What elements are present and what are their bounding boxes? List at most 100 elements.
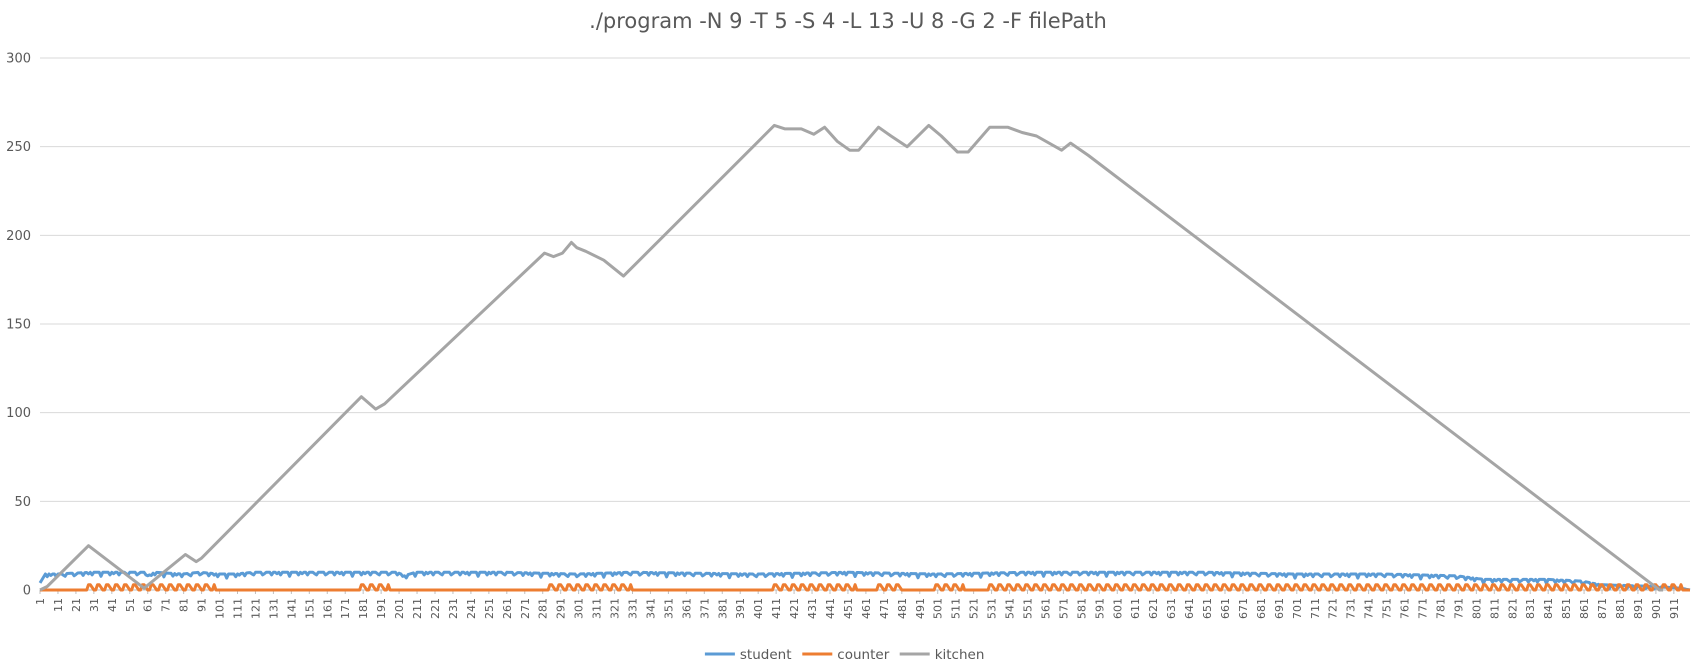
x-axis-ticks: 1 11 21 31 41 51 61 71 81 91 101 111 121 131 141 151 161… [34, 590, 1681, 619]
x-tick-label: 681 [1255, 598, 1268, 619]
x-tick-label: 121 [249, 598, 262, 619]
x-tick-label: 651 [1201, 598, 1214, 619]
legend-label-counter: counter [837, 647, 889, 663]
x-tick-label: 661 [1219, 598, 1232, 619]
x-tick-label: 61 [142, 598, 155, 612]
y-tick-label: 250 [6, 140, 31, 155]
x-tick-label: 701 [1291, 598, 1304, 619]
x-tick-label: 441 [824, 598, 837, 619]
x-tick-label: 281 [537, 598, 550, 619]
x-tick-label: 231 [447, 598, 460, 619]
x-tick-label: 601 [1111, 598, 1124, 619]
y-tick-label: 150 [6, 318, 31, 333]
y-tick-label: 0 [23, 584, 31, 599]
x-tick-label: 251 [483, 598, 496, 619]
y-tick-label: 200 [6, 229, 31, 244]
x-tick-label: 611 [1129, 598, 1142, 619]
x-tick-label: 101 [214, 598, 227, 619]
x-tick-label: 311 [591, 598, 604, 619]
x-tick-label: 321 [609, 598, 622, 619]
x-tick-label: 331 [626, 598, 639, 619]
series-lines [38, 123, 1691, 592]
x-tick-label: 691 [1273, 598, 1286, 619]
x-tick-label: 351 [662, 598, 675, 619]
x-tick-label: 81 [178, 598, 191, 612]
x-tick-label: 771 [1416, 598, 1429, 619]
x-tick-label: 41 [106, 598, 119, 612]
x-tick-label: 851 [1560, 598, 1573, 619]
x-tick-label: 781 [1434, 598, 1447, 619]
x-tick-label: 481 [896, 598, 909, 619]
y-tick-label: 300 [6, 52, 31, 67]
x-tick-label: 761 [1399, 598, 1412, 619]
x-tick-label: 201 [393, 598, 406, 619]
x-tick-label: 531 [986, 598, 999, 619]
x-tick-label: 261 [501, 598, 514, 619]
x-tick-label: 731 [1345, 598, 1358, 619]
x-tick-label: 401 [752, 598, 765, 619]
x-tick-label: 391 [734, 598, 747, 619]
x-tick-label: 571 [1057, 598, 1070, 619]
x-tick-label: 291 [555, 598, 568, 619]
x-tick-label: 461 [860, 598, 873, 619]
x-tick-label: 1 [34, 598, 47, 605]
x-tick-label: 301 [573, 598, 586, 619]
x-tick-label: 181 [357, 598, 370, 619]
x-tick-label: 371 [698, 598, 711, 619]
x-tick-label: 821 [1506, 598, 1519, 619]
x-tick-label: 901 [1650, 598, 1663, 619]
x-tick-label: 91 [196, 598, 209, 612]
x-tick-label: 631 [1165, 598, 1178, 619]
x-tick-label: 111 [231, 598, 244, 619]
x-tick-label: 671 [1237, 598, 1250, 619]
x-tick-label: 551 [1021, 598, 1034, 619]
y-tick-label: 100 [6, 406, 31, 421]
x-tick-label: 891 [1632, 598, 1645, 619]
x-tick-label: 861 [1578, 598, 1591, 619]
x-tick-label: 451 [842, 598, 855, 619]
x-tick-label: 801 [1470, 598, 1483, 619]
x-tick-label: 31 [88, 598, 101, 612]
x-tick-label: 141 [285, 598, 298, 619]
x-tick-label: 561 [1039, 598, 1052, 619]
x-tick-label: 171 [339, 598, 352, 619]
x-tick-label: 791 [1452, 598, 1465, 619]
x-tick-label: 871 [1596, 598, 1609, 619]
x-tick-label: 381 [716, 598, 729, 619]
x-tick-label: 151 [303, 598, 316, 619]
x-tick-label: 711 [1309, 598, 1322, 619]
x-tick-label: 241 [465, 598, 478, 619]
x-tick-label: 211 [411, 598, 424, 619]
x-tick-label: 641 [1183, 598, 1196, 619]
x-tick-label: 51 [124, 598, 137, 612]
x-tick-label: 841 [1542, 598, 1555, 619]
x-tick-label: 621 [1147, 598, 1160, 619]
x-tick-label: 811 [1488, 598, 1501, 619]
x-tick-label: 581 [1075, 598, 1088, 619]
x-tick-label: 71 [160, 598, 173, 612]
legend-label-student: student [740, 647, 792, 663]
x-tick-label: 11 [52, 598, 65, 612]
x-tick-label: 361 [680, 598, 693, 619]
legend: student counter kitchen [704, 647, 984, 663]
x-tick-label: 501 [932, 598, 945, 619]
x-tick-label: 491 [914, 598, 927, 619]
x-tick-label: 131 [267, 598, 280, 619]
x-tick-label: 421 [788, 598, 801, 619]
x-tick-label: 541 [1004, 598, 1017, 619]
gridlines [40, 57, 1690, 591]
y-axis-ticks: 0 50 100 150 200 250 300 [6, 52, 31, 599]
x-tick-label: 431 [806, 598, 819, 619]
x-tick-label: 831 [1524, 598, 1537, 619]
x-tick-label: 21 [70, 598, 83, 612]
x-tick-label: 911 [1668, 598, 1681, 619]
x-tick-label: 511 [950, 598, 963, 619]
x-tick-label: 191 [375, 598, 388, 619]
series-line-kitchen [39, 123, 1664, 592]
x-tick-label: 411 [770, 598, 783, 619]
chart-title: ./program -N 9 -T 5 -S 4 -L 13 -U 8 -G 2… [589, 9, 1107, 33]
x-tick-label: 471 [878, 598, 891, 619]
series-line-student [38, 570, 1691, 592]
y-tick-label: 50 [14, 495, 31, 510]
